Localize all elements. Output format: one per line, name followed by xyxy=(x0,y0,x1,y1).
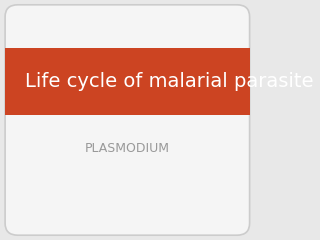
Bar xyxy=(5,48,250,115)
FancyBboxPatch shape xyxy=(5,5,250,235)
Text: Life cycle of malarial parasite: Life cycle of malarial parasite xyxy=(26,72,314,91)
Text: PLASMODIUM: PLASMODIUM xyxy=(85,142,170,155)
